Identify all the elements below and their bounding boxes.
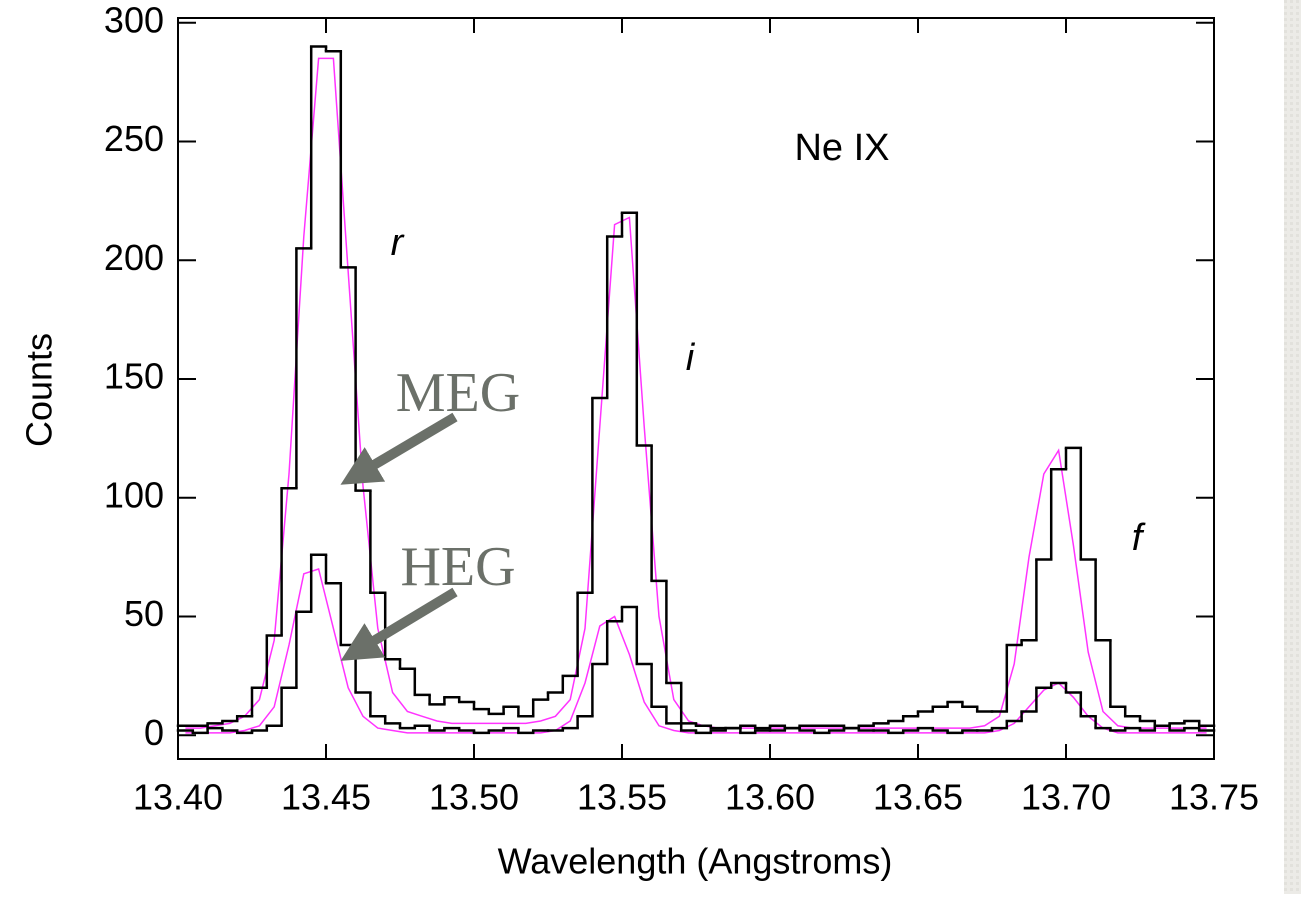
annotation: Ne IX — [794, 127, 889, 169]
y-tick-label: 50 — [124, 593, 164, 634]
frame — [177, 17, 1215, 760]
model-curve — [185, 57, 1207, 729]
y-tick-label: 0 — [144, 712, 164, 753]
x-axis-label: Wavelength (Angstroms) — [498, 841, 893, 882]
model-curve — [185, 568, 1207, 734]
y-axis-label: Counts — [19, 333, 60, 447]
side-strip — [1284, 0, 1301, 894]
y-tick-label: 200 — [104, 237, 164, 278]
y-tick-label: 250 — [104, 118, 164, 159]
series-annotation: MEG — [396, 362, 520, 424]
y-tick-label: 100 — [104, 474, 164, 515]
x-tick-label: 13.75 — [1169, 777, 1259, 818]
annotation: i — [686, 337, 696, 379]
y-tick-label: 300 — [104, 0, 164, 40]
arrow — [340, 412, 458, 485]
series-annotation: HEG — [400, 536, 515, 598]
x-tick-label: 13.50 — [429, 777, 519, 818]
x-tick-label: 13.65 — [873, 777, 963, 818]
x-tick-label: 13.55 — [577, 777, 667, 818]
x-tick-label: 13.45 — [281, 777, 371, 818]
x-tick-label: 13.70 — [1021, 777, 1111, 818]
arrow — [340, 587, 458, 661]
plot — [176, 45, 1216, 735]
x-tick-label: 13.60 — [725, 777, 815, 818]
y-tick-label: 150 — [104, 356, 164, 397]
annotation: f — [1132, 517, 1146, 559]
annotation: r — [391, 222, 405, 264]
x-tick-label: 13.40 — [133, 777, 223, 818]
